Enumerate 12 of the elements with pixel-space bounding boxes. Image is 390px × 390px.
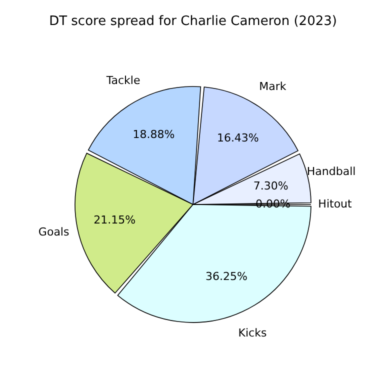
slice-label: Mark	[259, 80, 287, 93]
slice-label: Handball	[306, 165, 356, 178]
data-label: 21.15%	[94, 213, 136, 226]
slice-label: Goals	[38, 226, 70, 239]
slice-label: Tackle	[105, 74, 140, 87]
data-label: 7.30%	[253, 179, 288, 192]
data-label: 16.43%	[216, 131, 259, 144]
data-label: 36.25%	[206, 270, 248, 284]
slice-label: Kicks	[238, 326, 267, 340]
chart-title: DT score spread for Charlie Cameron (2023)	[49, 14, 337, 29]
category-label: Hitout	[318, 198, 352, 210]
data-label: 18.88%	[132, 128, 175, 141]
